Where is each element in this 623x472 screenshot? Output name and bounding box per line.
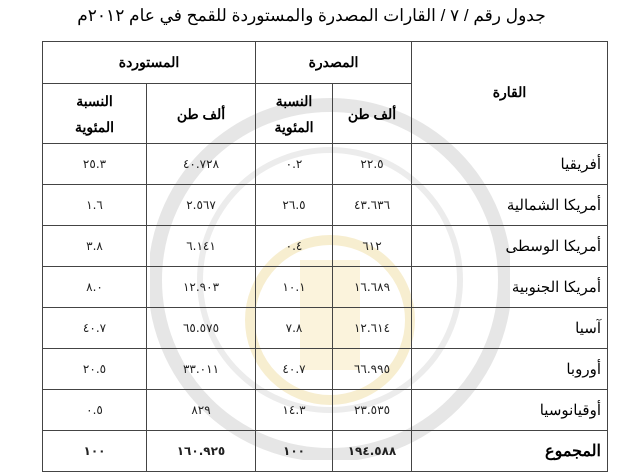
cell-exp-tons: ٦٦.٩٩٥ — [332, 348, 412, 390]
cell-exp-tons: ٢٢.٥ — [332, 143, 412, 185]
cell-exp-pct: ١٠٠ — [255, 430, 333, 472]
table-row: أمريكا الجنوبية ١٦.٦٨٩ ١٠.١ ١٢.٩٠٣ ٨.٠ — [42, 266, 608, 308]
cell-imp-pct: ٨.٠ — [42, 266, 147, 308]
cell-exp-tons: ١٦.٦٨٩ — [332, 266, 412, 308]
cell-exp-pct: ٤٠.٧ — [255, 348, 333, 390]
cell-exp-pct: ٠.٤ — [255, 225, 333, 267]
cell-exp-pct: ٠.٢ — [255, 143, 333, 185]
table-row: أوقيانوسيا ٢٣.٥٣٥ ١٤.٣ ٨٢٩ ٠.٥ — [42, 389, 608, 431]
cell-imp-pct: ٤٠.٧ — [42, 307, 147, 349]
cell-imp-tons: ١٦٠.٩٢٥ — [146, 430, 256, 472]
cell-imp-pct: ٠.٥ — [42, 389, 147, 431]
cell-exp-tons: ١٢.٦١٤ — [332, 307, 412, 349]
cell-exp-tons: ٤٣.٦٣٦ — [332, 184, 412, 226]
cell-name: أمريكا الوسطى — [411, 225, 608, 267]
cell-imp-tons: ٢.٥٦٧ — [146, 184, 256, 226]
cell-name: المجموع — [411, 430, 608, 472]
table-row: أمريكا الشمالية ٤٣.٦٣٦ ٢٦.٥ ٢.٥٦٧ ١.٦ — [42, 184, 608, 226]
table-row: أمريكا الوسطى ٦١٢ ٠.٤ ٦.١٤١ ٣.٨ — [42, 225, 608, 267]
cell-name: أفريقيا — [411, 143, 608, 185]
cell-exp-pct: ١٠.١ — [255, 266, 333, 308]
cell-imp-tons: ٣٣.٠١١ — [146, 348, 256, 390]
header-continent: القارة — [411, 41, 608, 144]
header-exported-percent: النسبة المئوية — [255, 83, 333, 144]
table-row: أوروبا ٦٦.٩٩٥ ٤٠.٧ ٣٣.٠١١ ٢٠.٥ — [42, 348, 608, 390]
cell-imp-tons: ٨٢٩ — [146, 389, 256, 431]
cell-name: أوروبا — [411, 348, 608, 390]
cell-name: أوقيانوسيا — [411, 389, 608, 431]
cell-exp-tons: ١٩٤.٥٨٨ — [332, 430, 412, 472]
table-caption: جدول رقم / ٧ / القارات المصدرة والمستورد… — [77, 6, 546, 25]
cell-exp-pct: ٢٦.٥ — [255, 184, 333, 226]
header-imported-percent: النسبة المئوية — [42, 83, 147, 144]
header-imported: المستوردة — [42, 41, 256, 84]
cell-exp-tons: ٦١٢ — [332, 225, 412, 267]
cell-imp-tons: ٦٥.٥٧٥ — [146, 307, 256, 349]
cell-exp-tons: ٢٣.٥٣٥ — [332, 389, 412, 431]
cell-imp-pct: ٣.٨ — [42, 225, 147, 267]
cell-name: أمريكا الجنوبية — [411, 266, 608, 308]
cell-imp-pct: ٢٠.٥ — [42, 348, 147, 390]
cell-exp-pct: ٧.٨ — [255, 307, 333, 349]
cell-imp-pct: ١.٦ — [42, 184, 147, 226]
table-row: أفريقيا ٢٢.٥ ٠.٢ ٤٠.٧٢٨ ٢٥.٣ — [42, 143, 608, 185]
header-exported-tons: ألف طن — [332, 83, 412, 144]
table-row: آسيا ١٢.٦١٤ ٧.٨ ٦٥.٥٧٥ ٤٠.٧ — [42, 307, 608, 349]
cell-name: أمريكا الشمالية — [411, 184, 608, 226]
cell-imp-tons: ٤٠.٧٢٨ — [146, 143, 256, 185]
wheat-trade-table: القارة المصدرة المستوردة ألف طن النسبة ال… — [42, 41, 608, 472]
header-exported: المصدرة — [255, 41, 412, 84]
cell-name: آسيا — [411, 307, 608, 349]
table-row: المجموع ١٩٤.٥٨٨ ١٠٠ ١٦٠.٩٢٥ ١٠٠ — [42, 430, 608, 472]
cell-imp-tons: ١٢.٩٠٣ — [146, 266, 256, 308]
header-imported-tons: ألف طن — [146, 83, 256, 144]
cell-imp-pct: ٢٥.٣ — [42, 143, 147, 185]
cell-imp-pct: ١٠٠ — [42, 430, 147, 472]
cell-imp-tons: ٦.١٤١ — [146, 225, 256, 267]
cell-exp-pct: ١٤.٣ — [255, 389, 333, 431]
